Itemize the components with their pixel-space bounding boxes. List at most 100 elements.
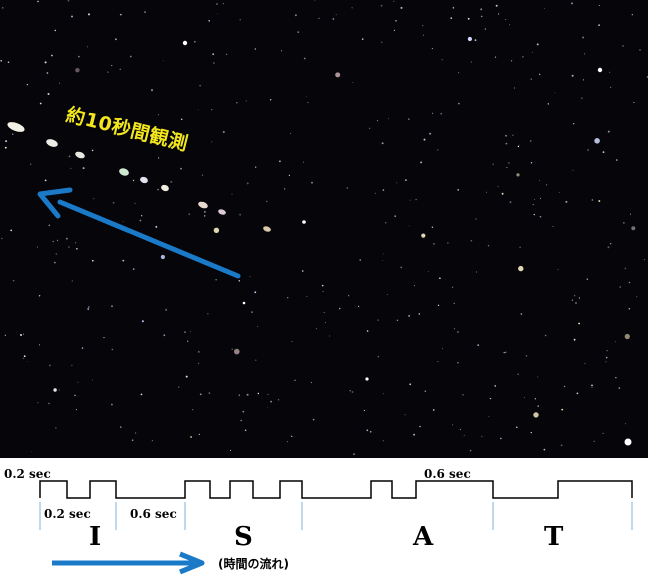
star: [231, 193, 233, 195]
star: [450, 17, 453, 19]
star: [231, 348, 233, 350]
star: [530, 162, 533, 164]
star: [544, 7, 545, 9]
star: [329, 335, 331, 337]
star: [518, 265, 524, 272]
star: [525, 355, 528, 357]
star: [476, 271, 478, 273]
star: [369, 431, 372, 433]
star: [366, 330, 369, 332]
star: [469, 449, 472, 452]
star: [163, 334, 166, 337]
star: [74, 394, 76, 396]
star: [591, 386, 593, 388]
star: [625, 423, 627, 425]
star: [644, 259, 646, 261]
star: [382, 393, 384, 395]
star: [571, 74, 574, 77]
signal-diagram: 0.2 sec 0.6 sec 0.2 sec 0.6 sec I S A T …: [0, 458, 648, 574]
star: [311, 181, 313, 184]
star: [0, 60, 2, 62]
star: [407, 118, 410, 121]
star: [49, 364, 51, 367]
star: [495, 4, 498, 7]
star: [636, 296, 638, 298]
star: [512, 134, 514, 136]
star: [576, 392, 579, 395]
star: [409, 199, 411, 201]
star: [433, 243, 435, 245]
star: [226, 53, 228, 55]
star: [420, 161, 423, 164]
star: [56, 239, 59, 241]
star: [494, 385, 497, 387]
star: [112, 201, 115, 204]
star: [419, 425, 421, 428]
star: [582, 79, 585, 81]
star: [335, 14, 337, 16]
star: [622, 45, 624, 47]
star: [270, 400, 272, 403]
star: [4, 334, 6, 336]
star: [463, 434, 465, 436]
star: [503, 352, 505, 354]
star: [325, 322, 327, 324]
star: [421, 233, 426, 238]
star: [386, 294, 388, 295]
star: [244, 429, 247, 432]
star: [314, 0, 316, 2]
star: [335, 72, 341, 78]
star: [437, 361, 439, 363]
star: [351, 391, 354, 393]
star: [20, 334, 22, 336]
star: [563, 385, 566, 388]
star: [199, 393, 202, 396]
star: [470, 239, 473, 242]
star: [615, 341, 616, 343]
star: [185, 375, 188, 378]
star: [457, 362, 459, 364]
star: [26, 83, 29, 86]
star: [518, 144, 520, 146]
star: [509, 201, 512, 204]
star: [511, 60, 513, 62]
morse-letter-i: I: [89, 522, 102, 552]
star: [201, 174, 204, 176]
star: [533, 213, 536, 216]
star: [432, 112, 434, 114]
letter-separators: [39, 502, 633, 530]
star: [573, 123, 575, 125]
star: [242, 410, 245, 413]
star: [409, 383, 412, 386]
star: [7, 61, 10, 63]
star: [255, 359, 257, 361]
star: [505, 19, 507, 20]
star: [165, 309, 167, 311]
star: [92, 259, 94, 262]
star: [605, 356, 608, 359]
star: [222, 3, 225, 5]
star: [291, 435, 293, 437]
star: [266, 200, 268, 203]
star: [552, 226, 554, 227]
star: [578, 322, 580, 325]
star: [245, 100, 247, 102]
star: [322, 291, 324, 293]
star: [431, 47, 433, 49]
star: [178, 386, 180, 388]
star: [554, 92, 556, 94]
star: [139, 219, 142, 222]
star: [187, 340, 189, 342]
duration-label-short: 0.2 sec: [44, 507, 91, 521]
star: [530, 78, 532, 80]
star: [376, 120, 379, 122]
star: [349, 390, 351, 392]
star: [71, 364, 73, 366]
star: [508, 162, 510, 164]
star: [393, 0, 395, 2]
star: [400, 266, 403, 269]
star: [453, 302, 455, 304]
star: [115, 38, 117, 41]
star: [484, 28, 487, 30]
star: [207, 313, 209, 315]
